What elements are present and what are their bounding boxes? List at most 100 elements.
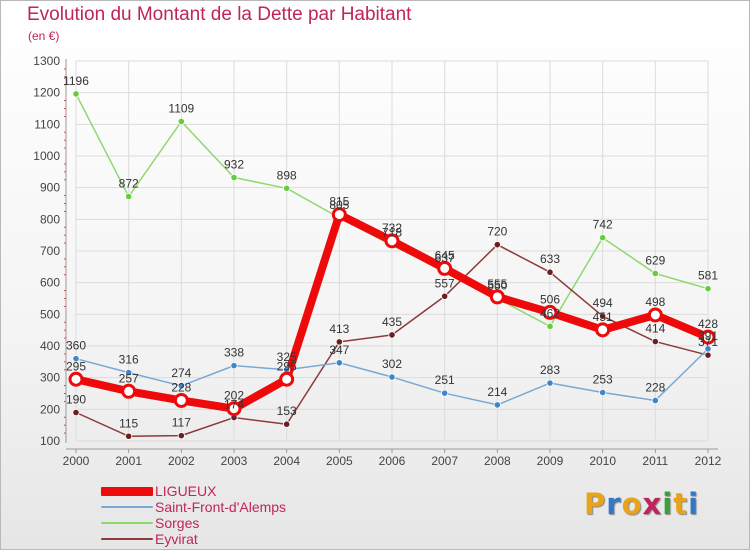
legend-swatch (101, 506, 153, 508)
data-label: 228 (171, 380, 191, 394)
data-point (125, 192, 133, 201)
data-point (230, 173, 238, 182)
data-label: 451 (593, 310, 613, 324)
data-label: 295 (66, 359, 86, 373)
data-point (647, 307, 663, 323)
legend-label: Eyvirat (155, 531, 198, 547)
data-label: 347 (329, 343, 349, 357)
data-point (704, 345, 712, 353)
data-label: 550 (487, 279, 507, 293)
data-label: 718 (382, 225, 402, 239)
data-label: 557 (435, 276, 455, 290)
data-label: 153 (277, 404, 297, 418)
data-point (283, 420, 291, 428)
x-tick-label: 2010 (589, 454, 616, 468)
x-tick-label: 2012 (695, 454, 722, 468)
data-point (121, 383, 137, 399)
data-point (279, 371, 295, 387)
logo-letter: P (584, 487, 607, 521)
data-label: 732 (382, 221, 402, 235)
legend-item: Eyvirat (101, 531, 361, 547)
data-label: 645 (435, 248, 455, 262)
x-tick-label: 2007 (431, 454, 458, 468)
legend-label: Sorges (155, 515, 200, 531)
data-point (388, 331, 396, 339)
y-tick-label: 1300 (33, 54, 60, 68)
data-point (599, 234, 607, 242)
x-tick-label: 2005 (326, 454, 353, 468)
data-point (595, 322, 611, 338)
data-point (651, 337, 659, 346)
data-label: 428 (698, 317, 718, 331)
data-point (437, 260, 453, 276)
y-tick-label: 400 (40, 339, 60, 353)
data-label: 1196 (63, 74, 89, 88)
data-label: 872 (119, 177, 139, 191)
x-tick-label: 2008 (484, 454, 511, 468)
x-tick-label: 2009 (537, 454, 564, 468)
data-label: 274 (171, 366, 191, 380)
data-point (651, 269, 659, 278)
data-point (335, 359, 343, 367)
chart-title: Evolution du Montant de la Dette par Hab… (27, 4, 412, 25)
logo-letter: r (606, 487, 622, 521)
data-label: 462 (540, 306, 560, 320)
data-point (704, 285, 712, 293)
data-point (546, 379, 554, 387)
data-label: 174 (224, 398, 244, 412)
data-point (125, 368, 133, 377)
tick-labels: 1002003004005006007008009001000110012001… (33, 54, 721, 468)
logo-letter: i (662, 487, 674, 521)
data-point (704, 351, 712, 359)
legend-label: Saint-Front-d'Alemps (155, 499, 287, 515)
logo-letter: i (688, 487, 700, 521)
y-tick-label: 1100 (34, 117, 60, 131)
y-tick-label: 1000 (33, 149, 60, 163)
data-labels: 1196 872 1109 932 898 805 718 637 550 462 742 629 58… (63, 74, 718, 430)
data-point (335, 338, 343, 346)
data-label: 435 (382, 315, 402, 329)
data-point (125, 432, 133, 440)
data-label: 494 (593, 296, 613, 310)
data-point (599, 388, 607, 397)
y-tick-label: 900 (40, 181, 60, 195)
data-point (283, 184, 291, 192)
data-label: 720 (487, 225, 507, 239)
data-point (177, 432, 185, 440)
data-point (493, 401, 501, 409)
legend-item: Saint-Front-d'Alemps (101, 499, 361, 515)
legend-item: LIGUEUX (101, 483, 361, 499)
data-point (72, 355, 80, 363)
series-markers (68, 90, 716, 440)
data-point (651, 396, 659, 405)
data-label: 371 (698, 335, 718, 349)
data-label: 637 (435, 251, 455, 265)
data-point (68, 371, 84, 387)
data-label: 413 (329, 322, 349, 336)
x-tick-label: 2011 (642, 454, 668, 468)
data-label: 325 (277, 350, 297, 364)
logo-letter: t (673, 487, 689, 521)
data-label: 228 (645, 380, 665, 394)
data-point (226, 401, 242, 417)
x-tick-label: 2003 (221, 454, 248, 468)
proxiti-logo: Proxiti (584, 487, 699, 521)
data-label: 815 (329, 195, 349, 209)
data-label: 115 (119, 416, 138, 430)
data-point (542, 304, 558, 320)
data-label: 633 (540, 252, 560, 266)
axes (64, 59, 718, 453)
x-tick-label: 2000 (63, 454, 90, 468)
logo-letter: o (621, 487, 643, 521)
y-tick-label: 800 (40, 212, 60, 226)
data-label: 629 (645, 253, 665, 267)
x-tick-label: 2002 (168, 454, 195, 468)
data-label: 581 (698, 269, 718, 283)
x-tick-label: 2004 (273, 454, 300, 468)
data-label: 117 (172, 416, 191, 430)
data-point (331, 207, 347, 223)
data-label: 338 (224, 346, 244, 360)
legend: LIGUEUX Saint-Front-d'Alemps Sorges Eyvirat (101, 483, 361, 547)
data-point (599, 312, 607, 320)
